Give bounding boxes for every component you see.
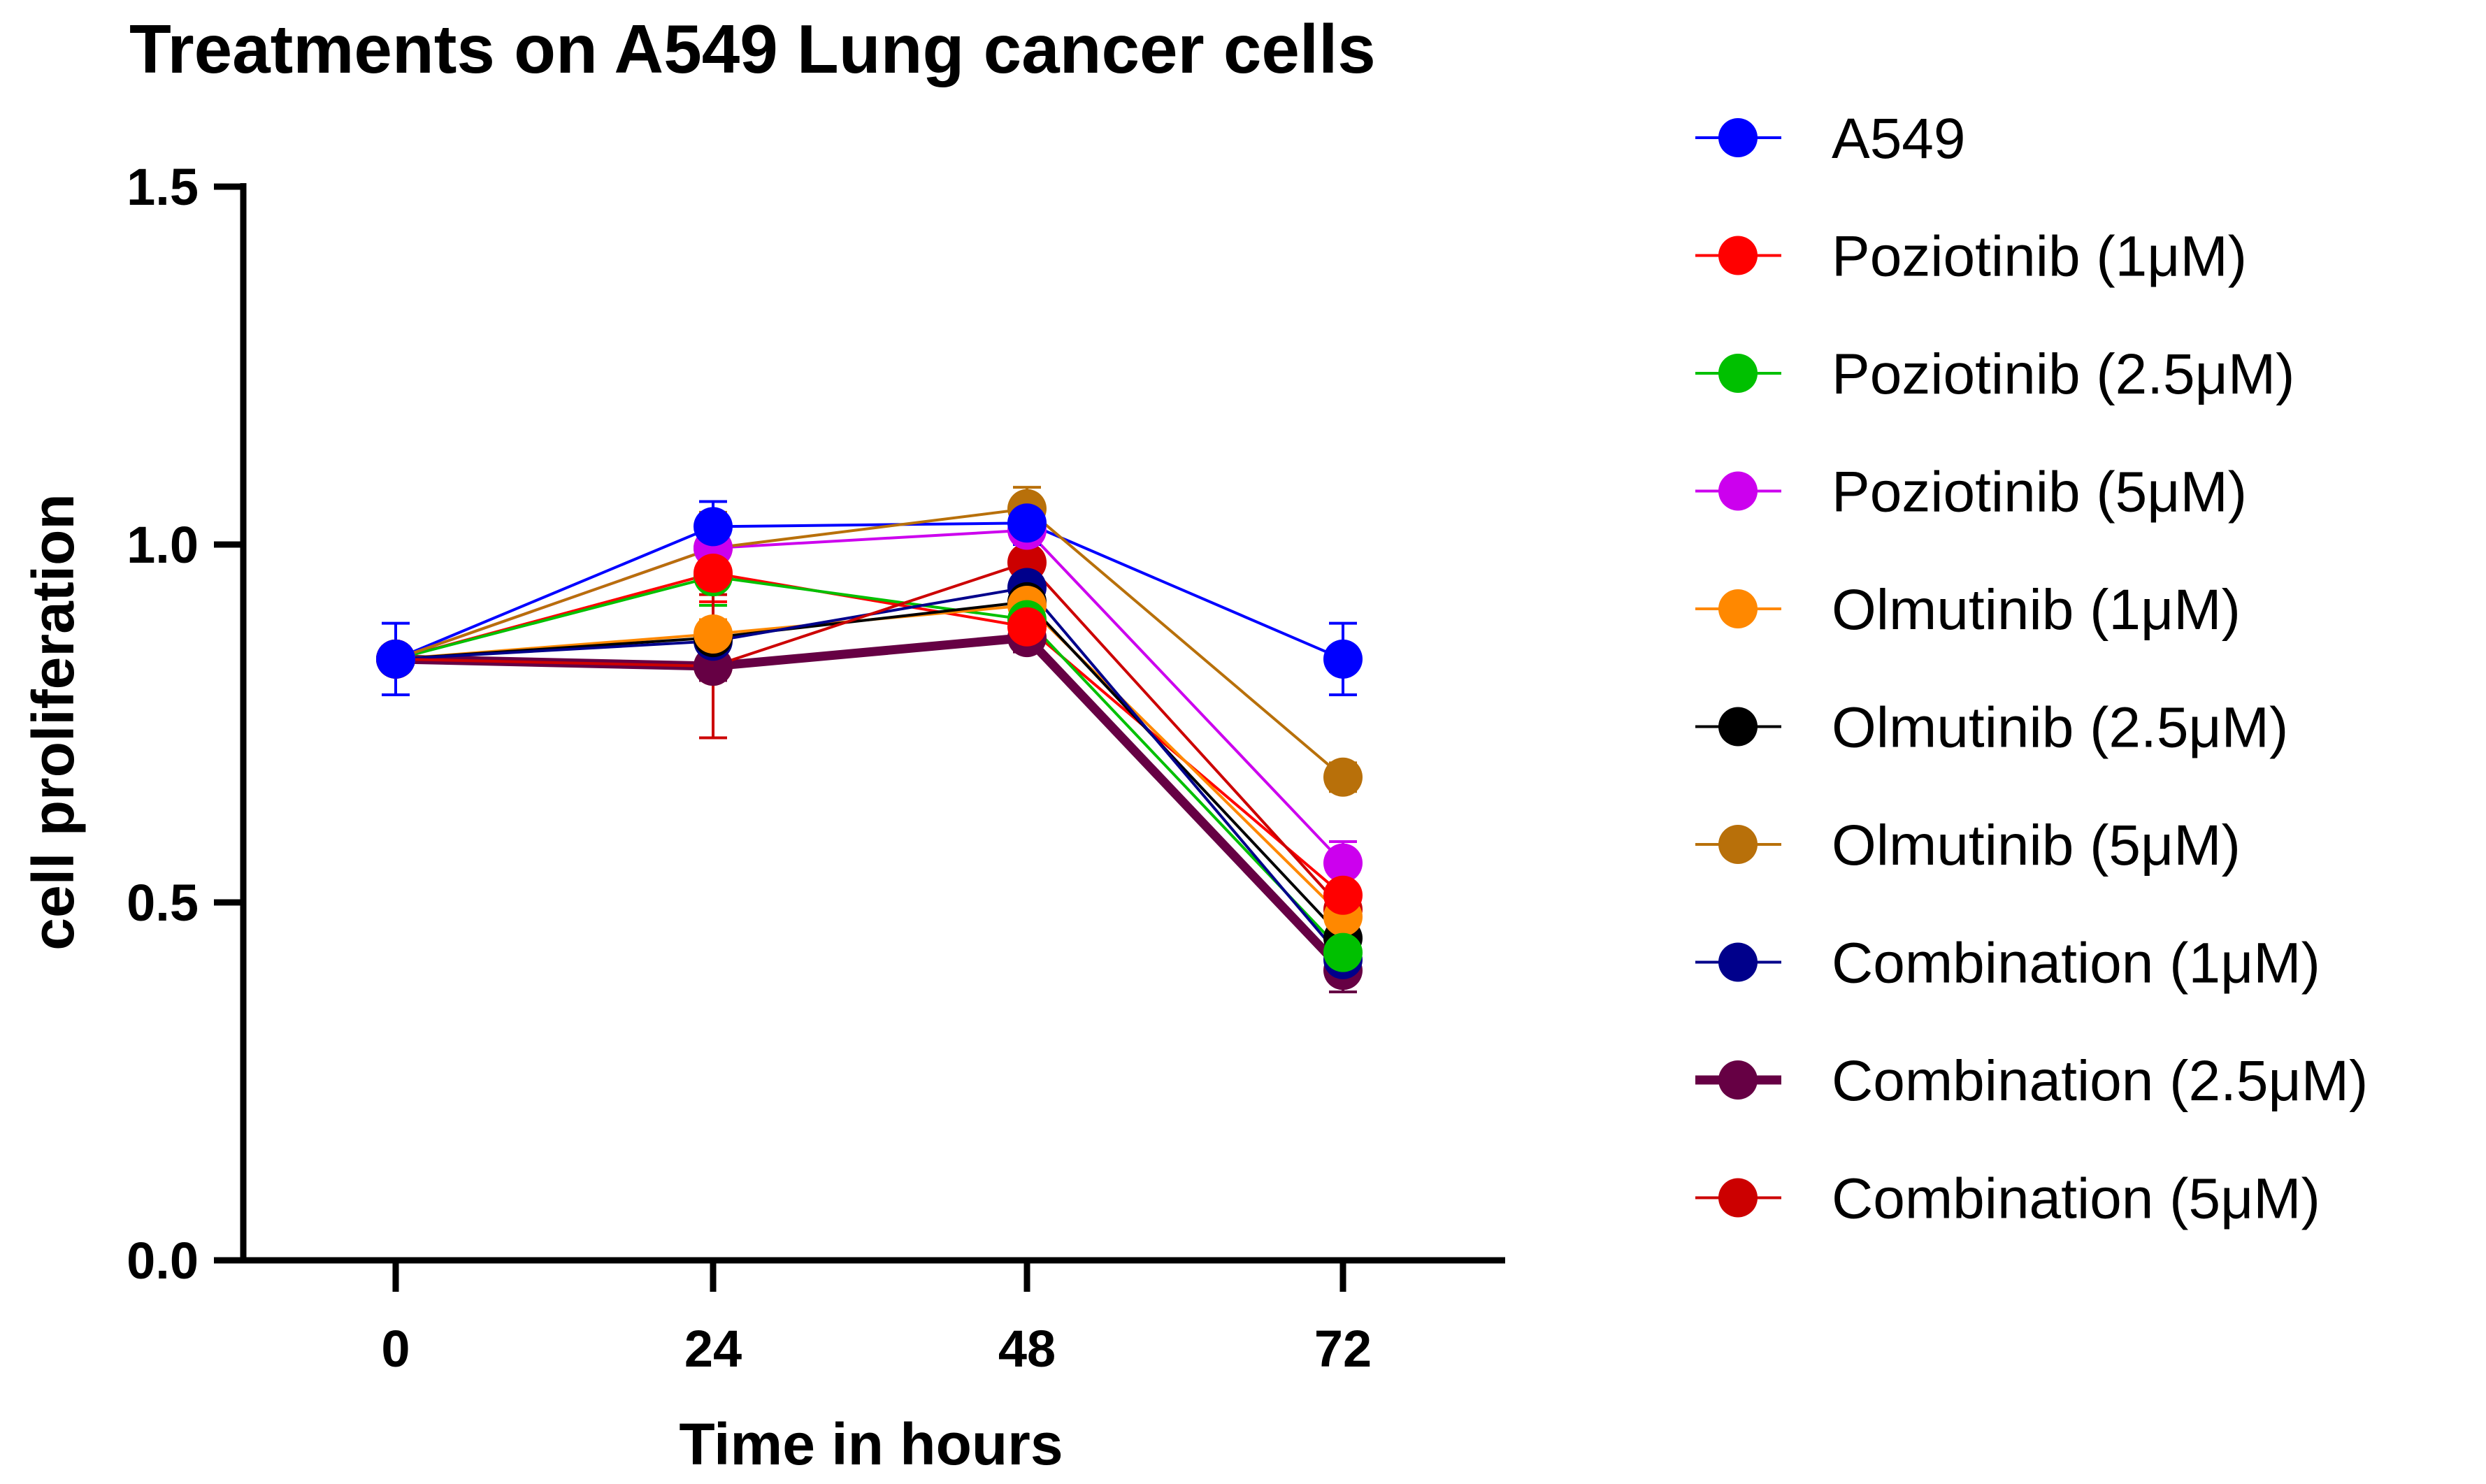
- data-point: [1007, 503, 1047, 543]
- series-line: [395, 600, 1344, 939]
- series-line: [395, 521, 1344, 661]
- chart-title: Treatments on A549 Lung cancer cells: [129, 10, 1376, 87]
- legend-label: Poziotinib (5μM): [1832, 461, 2247, 524]
- legend-marker: [1718, 471, 1758, 511]
- legend-label: Olmutinib (2.5μM): [1832, 696, 2288, 760]
- x-tick-label: 72: [1314, 1320, 1372, 1378]
- data-point: [1323, 757, 1363, 797]
- data-point: [1323, 875, 1363, 915]
- legend-marker: [1718, 1178, 1758, 1218]
- x-axis-label: Time in hours: [679, 1411, 1063, 1477]
- legend-marker: [1718, 825, 1758, 864]
- data-point: [1323, 932, 1363, 972]
- x-tick-label: 0: [381, 1320, 410, 1378]
- legend-marker: [1718, 354, 1758, 393]
- legend-item: Combination (1μM): [1695, 932, 2320, 995]
- plot-area: 0.0 0.5 1.0 1.5 0 24 48 72: [127, 158, 1505, 1378]
- series-line: [395, 528, 1344, 865]
- legend-label: Combination (2.5μM): [1832, 1049, 2368, 1113]
- legend-item: Combination (2.5μM): [1695, 1049, 2368, 1113]
- data-point: [1323, 639, 1363, 679]
- y-axis-label: cell proliferation: [20, 494, 86, 950]
- series-line: [395, 575, 1344, 954]
- legend-label: Olmutinib (5μM): [1832, 814, 2241, 877]
- y-tick-label: 0.5: [127, 874, 199, 932]
- y-ticks: 0.0 0.5 1.0 1.5: [127, 158, 243, 1290]
- legend-label: Olmutinib (1μM): [1832, 578, 2241, 642]
- legend-marker: [1718, 707, 1758, 747]
- legend-item: Olmutinib (1μM): [1695, 578, 2241, 642]
- legend-item: Olmutinib (5μM): [1695, 814, 2241, 877]
- legend-item: Poziotinib (5μM): [1695, 461, 2247, 524]
- legend-marker: [1718, 1060, 1758, 1100]
- legend-label: Combination (1μM): [1832, 932, 2320, 995]
- y-tick-label: 0.0: [127, 1232, 199, 1290]
- legend-label: Poziotinib (2.5μM): [1832, 343, 2295, 406]
- legend-item: Combination (5μM): [1695, 1167, 2320, 1231]
- legend-item: Olmutinib (2.5μM): [1695, 696, 2288, 760]
- legend-label: Poziotinib (1μM): [1832, 225, 2247, 289]
- data-point: [1007, 607, 1047, 647]
- data-point: [376, 639, 415, 679]
- legend-marker: [1718, 589, 1758, 628]
- legend-item: Poziotinib (2.5μM): [1695, 343, 2295, 406]
- legend-item: A549: [1695, 107, 1966, 171]
- legend-label: Combination (5μM): [1832, 1167, 2320, 1231]
- y-tick-label: 1.5: [127, 158, 199, 216]
- legend-label: A549: [1832, 107, 1966, 171]
- data-point: [694, 507, 733, 547]
- series-markers: [376, 489, 1363, 990]
- data-point: [694, 553, 733, 593]
- series-line: [395, 561, 1344, 911]
- data-point: [694, 614, 733, 654]
- legend-item: Poziotinib (1μM): [1695, 225, 2247, 289]
- series-errorbars: [382, 486, 1357, 993]
- series-line: [395, 507, 1344, 779]
- x-tick-label: 24: [684, 1320, 742, 1378]
- y-tick-label: 1.0: [127, 516, 199, 574]
- legend-marker: [1718, 118, 1758, 157]
- series-lines: [395, 507, 1346, 974]
- data-point: [1323, 843, 1363, 883]
- legend-marker: [1718, 942, 1758, 982]
- legend: A549 Poziotinib (1μM) Poziotinib (2.5μM) Po…: [1695, 107, 2368, 1231]
- x-ticks: 0 24 48 72: [381, 1260, 1372, 1378]
- x-tick-label: 48: [998, 1320, 1056, 1378]
- legend-marker: [1718, 236, 1758, 275]
